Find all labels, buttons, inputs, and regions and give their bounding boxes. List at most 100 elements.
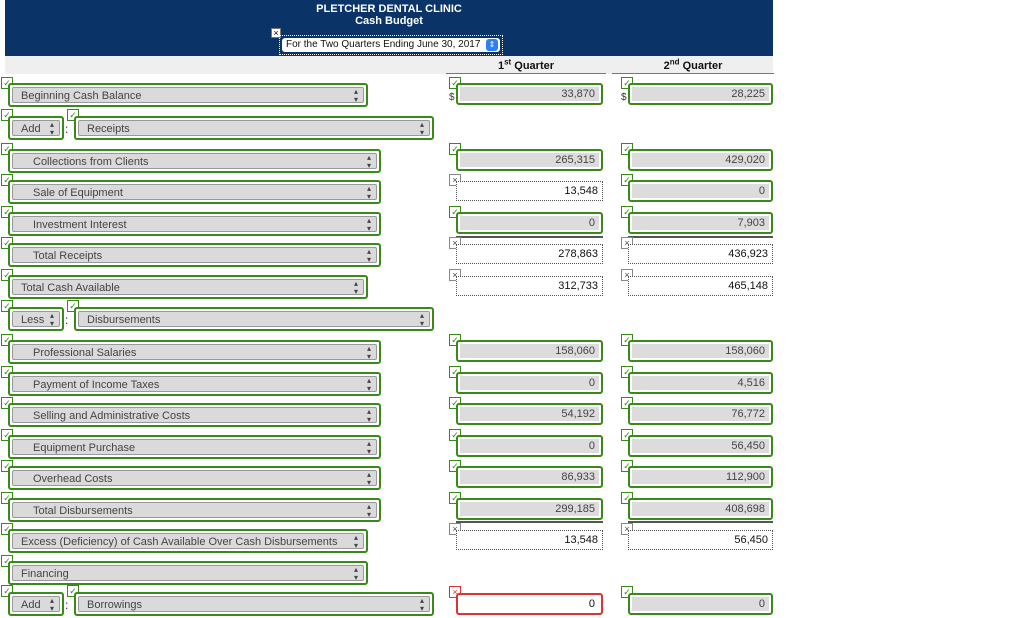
column-header-band — [5, 56, 773, 74]
q1-column-header: 1st Quarter — [446, 58, 606, 74]
total-cash-label: Total Cash Available — [21, 282, 120, 294]
total-receipts-label-dropdown[interactable]: Total Receipts ▴ ▾ — [8, 243, 381, 267]
beginning-q1-value: 33,870 — [460, 87, 599, 101]
total-cash-label-dropdown[interactable]: Total Cash Available ▴ ▾ — [8, 275, 368, 299]
receipts-label-dropdown[interactable]: Receipts ▴ ▾ — [74, 116, 434, 140]
q2-column-header: 2nd Quarter — [612, 58, 774, 74]
selling-label-dropdown[interactable]: Selling and Administrative Costs ▴ ▾ — [8, 403, 381, 427]
taxes-q2-input[interactable]: 4,516 — [628, 372, 773, 394]
sale-equipment-q1-input[interactable]: 13,548 — [456, 181, 603, 201]
spinner-icon: ▴ ▾ — [366, 344, 371, 360]
spinner-icon: ▴ ▾ — [49, 311, 54, 327]
beginning-q2-input[interactable]: 28,225 — [628, 83, 773, 105]
equipment-purchase-q2-input[interactable]: 56,450 — [628, 435, 773, 457]
salaries-q1-input[interactable]: 158,060 — [456, 340, 603, 362]
sale-equipment-label: Sale of Equipment — [33, 187, 123, 199]
collections-label-dropdown[interactable]: Collections from Clients ▴ ▾ — [8, 149, 381, 173]
q2-header-suffix: nd — [669, 57, 680, 67]
taxes-label: Payment of Income Taxes — [33, 379, 160, 391]
spinner-icon: ▴ ▾ — [353, 533, 358, 549]
add-borrowings-op-dropdown[interactable]: Add ▴ ▾ — [8, 592, 64, 616]
add-receipts-op-dropdown[interactable]: Add ▴ ▾ — [8, 116, 64, 140]
financing-label: Financing — [21, 568, 69, 580]
sale-equipment-q2-input[interactable]: 0 — [628, 180, 773, 202]
beginning-q1-input[interactable]: 33,870 — [456, 83, 603, 105]
total-cash-q1-input[interactable]: 312,733 — [456, 276, 603, 296]
equipment-purchase-label-dropdown[interactable]: Equipment Purchase ▴ ▾ — [8, 435, 381, 459]
investment-q2-input[interactable]: 7,903 — [628, 212, 773, 234]
total-receipts-q2-input[interactable]: 436,923 — [628, 244, 773, 264]
collections-q1-input[interactable]: 265,315 — [456, 149, 603, 171]
less-op-dropdown[interactable]: Less ▴ ▾ — [8, 307, 64, 331]
salaries-q2-input[interactable]: 158,060 — [628, 340, 773, 362]
selling-q1-input[interactable]: 54,192 — [456, 403, 603, 425]
taxes-label-dropdown[interactable]: Payment of Income Taxes ▴ ▾ — [8, 372, 381, 396]
salaries-q2-value: 158,060 — [632, 344, 769, 358]
report-subtitle: Cash Budget — [355, 15, 423, 27]
disbursements-label-dropdown[interactable]: Disbursements ▴ ▾ — [74, 307, 434, 331]
borrowings-q2-value: 0 — [632, 597, 769, 611]
overhead-q1-input[interactable]: 86,933 — [456, 466, 603, 488]
total-cash-q2-input[interactable]: 465,148 — [628, 276, 773, 296]
period-dropdown-arrow-icon[interactable]: ⇕ — [486, 39, 498, 51]
investment-q1-input[interactable]: 0 — [456, 212, 603, 234]
total-disb-q1-value: 299,185 — [460, 502, 599, 516]
equipment-purchase-label: Equipment Purchase — [33, 442, 136, 454]
q2-header-word: Quarter — [682, 60, 723, 72]
salaries-label: Professional Salaries — [33, 347, 137, 359]
spinner-icon: ▴ ▾ — [366, 470, 371, 486]
total-disb-q2-input[interactable]: 408,698 — [628, 498, 773, 520]
selling-q2-input[interactable]: 76,772 — [628, 403, 773, 425]
excess-q1-input[interactable]: 13,548 — [456, 530, 603, 550]
salaries-label-dropdown[interactable]: Professional Salaries ▴ ▾ — [8, 340, 381, 364]
selling-q2-value: 76,772 — [632, 407, 769, 421]
overhead-q2-input[interactable]: 112,900 — [628, 466, 773, 488]
q1-header-num: 1 — [497, 60, 505, 72]
spinner-icon: ▴ ▾ — [419, 120, 424, 136]
spinner-icon: ▴ ▾ — [366, 376, 371, 392]
spinner-icon: ▴ ▾ — [366, 407, 371, 423]
excess-q2-input[interactable]: 56,450 — [628, 530, 773, 550]
equipment-purchase-q1-input[interactable]: 0 — [456, 435, 603, 457]
financing-label-dropdown[interactable]: Financing ▴ ▾ — [8, 561, 368, 585]
spinner-icon: ▴ ▾ — [419, 596, 424, 612]
excess-q1-x-icon: × — [449, 523, 461, 535]
borrowings-q1-input[interactable]: 0 — [456, 593, 603, 615]
equipment-purchase-q1-value: 0 — [460, 439, 599, 453]
spinner-icon: ▴ ▾ — [353, 279, 358, 295]
borrowings-q2-input[interactable]: 0 — [628, 593, 773, 615]
collections-q2-value: 429,020 — [632, 153, 769, 167]
spinner-icon: ▴ ▾ — [419, 311, 424, 327]
borrowings-q1-value: 0 — [460, 597, 599, 611]
salaries-q1-value: 158,060 — [460, 344, 599, 358]
spinner-icon: ▴ ▾ — [366, 502, 371, 518]
colon: : — [65, 313, 69, 327]
investment-label-dropdown[interactable]: Investment Interest ▴ ▾ — [8, 212, 381, 236]
taxes-q1-input[interactable]: 0 — [456, 372, 603, 394]
total-disb-label-dropdown[interactable]: Total Disbursements ▴ ▾ — [8, 498, 381, 522]
sale-equipment-label-dropdown[interactable]: Sale of Equipment ▴ ▾ — [8, 180, 381, 204]
overhead-label-dropdown[interactable]: Overhead Costs ▴ ▾ — [8, 466, 381, 490]
total-receipts-q1-input[interactable]: 278,863 — [456, 244, 603, 264]
period-dropdown-value: For the Two Quarters Ending June 30, 201… — [286, 39, 481, 50]
borrowings-label-dropdown[interactable]: Borrowings ▴ ▾ — [74, 592, 434, 616]
period-dropdown[interactable]: For the Two Quarters Ending June 30, 201… — [282, 38, 500, 52]
excess-label-dropdown[interactable]: Excess (Deficiency) of Cash Available Ov… — [8, 529, 368, 553]
selling-q1-value: 54,192 — [460, 407, 599, 421]
total-disb-q2-value: 408,698 — [632, 502, 769, 516]
beginning-q2-value: 28,225 — [632, 87, 769, 101]
dollar-sign: $ — [449, 92, 455, 103]
spinner-icon: ▴ ▾ — [366, 153, 371, 169]
q1-header-suffix: st — [504, 57, 512, 67]
dollar-sign: $ — [621, 92, 627, 103]
investment-q2-value: 7,903 — [632, 216, 769, 230]
period-incorrect-icon: × — [271, 28, 281, 38]
sale-equipment-q2-value: 0 — [632, 184, 769, 198]
total-disb-q1-input[interactable]: 299,185 — [456, 498, 603, 520]
collections-q2-input[interactable]: 429,020 — [628, 149, 773, 171]
overhead-q2-value: 112,900 — [632, 470, 769, 484]
selling-label: Selling and Administrative Costs — [33, 410, 191, 422]
overhead-label: Overhead Costs — [33, 473, 113, 485]
beginning-label-dropdown[interactable]: Beginning Cash Balance ▴ ▾ — [8, 83, 368, 107]
spinner-icon: ▴ ▾ — [353, 87, 358, 103]
